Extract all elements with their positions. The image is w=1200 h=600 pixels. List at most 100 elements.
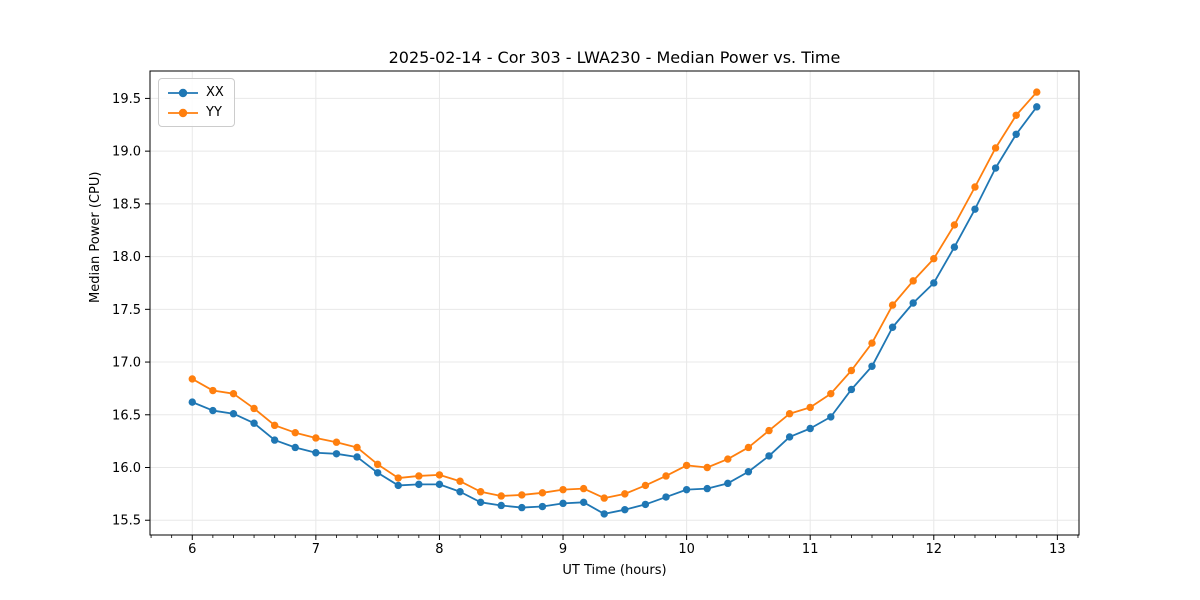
series-xx-marker [868, 362, 876, 370]
series-xx-marker [250, 419, 258, 427]
series-yy-marker [868, 339, 876, 347]
y-tick-label: 15.5 [112, 514, 141, 529]
series-yy-marker [930, 255, 938, 263]
x-tick-label: 12 [926, 542, 943, 557]
series-xx-marker [456, 488, 464, 496]
series-xx-marker [518, 503, 526, 512]
series-xx-marker [682, 485, 691, 494]
series-yy-marker [209, 386, 217, 395]
series-xx-marker [971, 205, 979, 213]
series-yy-marker [476, 488, 485, 496]
series-yy-marker [353, 443, 361, 452]
series-xx-marker [909, 299, 917, 307]
series-xx-marker [209, 406, 217, 415]
series-xx-marker [332, 450, 341, 458]
series-yy-marker [600, 494, 608, 502]
series-xx-marker [579, 498, 588, 507]
series-yy-marker [847, 366, 856, 375]
series-xx-marker [806, 424, 814, 433]
series-xx-marker [497, 501, 505, 510]
series-yy-marker [559, 485, 567, 494]
legend-line-marker-icon [168, 108, 198, 117]
legend-label: YY [206, 105, 222, 120]
series-yy-marker [332, 438, 341, 446]
series-yy-marker [394, 474, 402, 482]
series-yy-marker [621, 490, 629, 498]
series-yy-marker [806, 403, 814, 412]
series-xx-marker [662, 493, 670, 501]
series-xx-marker [765, 452, 773, 460]
series-yy-marker [229, 389, 238, 398]
series-yy-marker [497, 492, 505, 500]
y-tick-label: 18.5 [112, 197, 141, 212]
y-tick-label: 16.0 [112, 461, 141, 476]
series-yy-marker [888, 301, 897, 309]
series-yy-marker [662, 472, 670, 480]
series-yy-marker [991, 144, 1000, 152]
y-tick-label: 17.5 [112, 303, 141, 318]
series-yy-marker [703, 463, 711, 472]
series-xx-marker [538, 502, 547, 511]
series-xx-marker [621, 505, 629, 514]
series-yy-marker [579, 484, 588, 493]
series-yy-marker [1012, 111, 1020, 119]
series-yy-marker [435, 471, 444, 479]
chart-title: 2025-02-14 - Cor 303 - LWA230 - Median P… [388, 48, 841, 67]
series-yy-marker [950, 221, 959, 229]
y-tick-label: 18.0 [112, 250, 141, 265]
series-xx-marker [476, 498, 485, 507]
x-tick-label: 13 [1049, 542, 1066, 557]
series-xx-marker [703, 484, 711, 493]
series-yy-marker [1033, 88, 1041, 96]
series-xx-marker [827, 413, 835, 421]
x-tick-label: 9 [559, 542, 567, 557]
legend: XX YY [158, 78, 235, 127]
series-yy-marker [250, 404, 258, 413]
y-tick-label: 19.5 [112, 92, 141, 107]
series-xx-marker [312, 449, 320, 457]
series-xx-marker [724, 479, 732, 488]
series-xx-marker [415, 480, 423, 489]
series-xx-marker [744, 468, 753, 476]
series-yy-marker [641, 481, 650, 490]
series-xx-marker [600, 510, 608, 518]
y-tick-label: 16.5 [112, 408, 141, 423]
series-yy-marker [765, 426, 773, 435]
legend-line-marker-icon [168, 88, 198, 97]
series-yy-marker [518, 491, 526, 499]
series-yy-marker [270, 421, 279, 430]
series-yy-marker [744, 443, 753, 452]
series-xx-marker [435, 480, 444, 489]
series-xx-marker [847, 385, 856, 394]
series-yy-marker [538, 489, 547, 497]
series-yy-marker [724, 455, 732, 463]
series-xx-marker [270, 436, 279, 444]
x-tick-label: 7 [312, 542, 320, 557]
series-yy-marker [373, 460, 382, 469]
series-xx-marker [353, 453, 361, 461]
series-xx-marker [641, 500, 650, 509]
series-yy-marker [456, 477, 464, 485]
series-xx-marker [394, 481, 402, 490]
series-yy-marker [682, 461, 691, 470]
series-yy-marker [909, 277, 917, 285]
series-xx-marker [991, 164, 1000, 172]
series-xx-marker [930, 279, 938, 287]
x-axis-label: UT Time (hours) [562, 563, 667, 578]
series-yy-marker [415, 472, 423, 480]
series-yy-marker [188, 375, 196, 383]
series-xx-marker [188, 398, 196, 406]
series-xx-marker [291, 443, 299, 452]
x-tick-label: 8 [435, 542, 443, 557]
y-tick-label: 19.0 [112, 145, 141, 160]
legend-label: XX [206, 85, 224, 100]
series-xx-marker [785, 433, 794, 441]
legend-item-yy: YY [167, 103, 224, 122]
series-yy-marker [971, 183, 979, 191]
x-tick-label: 6 [188, 542, 196, 557]
x-tick-label: 11 [802, 542, 819, 557]
series-xx-marker [373, 469, 382, 477]
series-xx-marker [229, 410, 238, 418]
